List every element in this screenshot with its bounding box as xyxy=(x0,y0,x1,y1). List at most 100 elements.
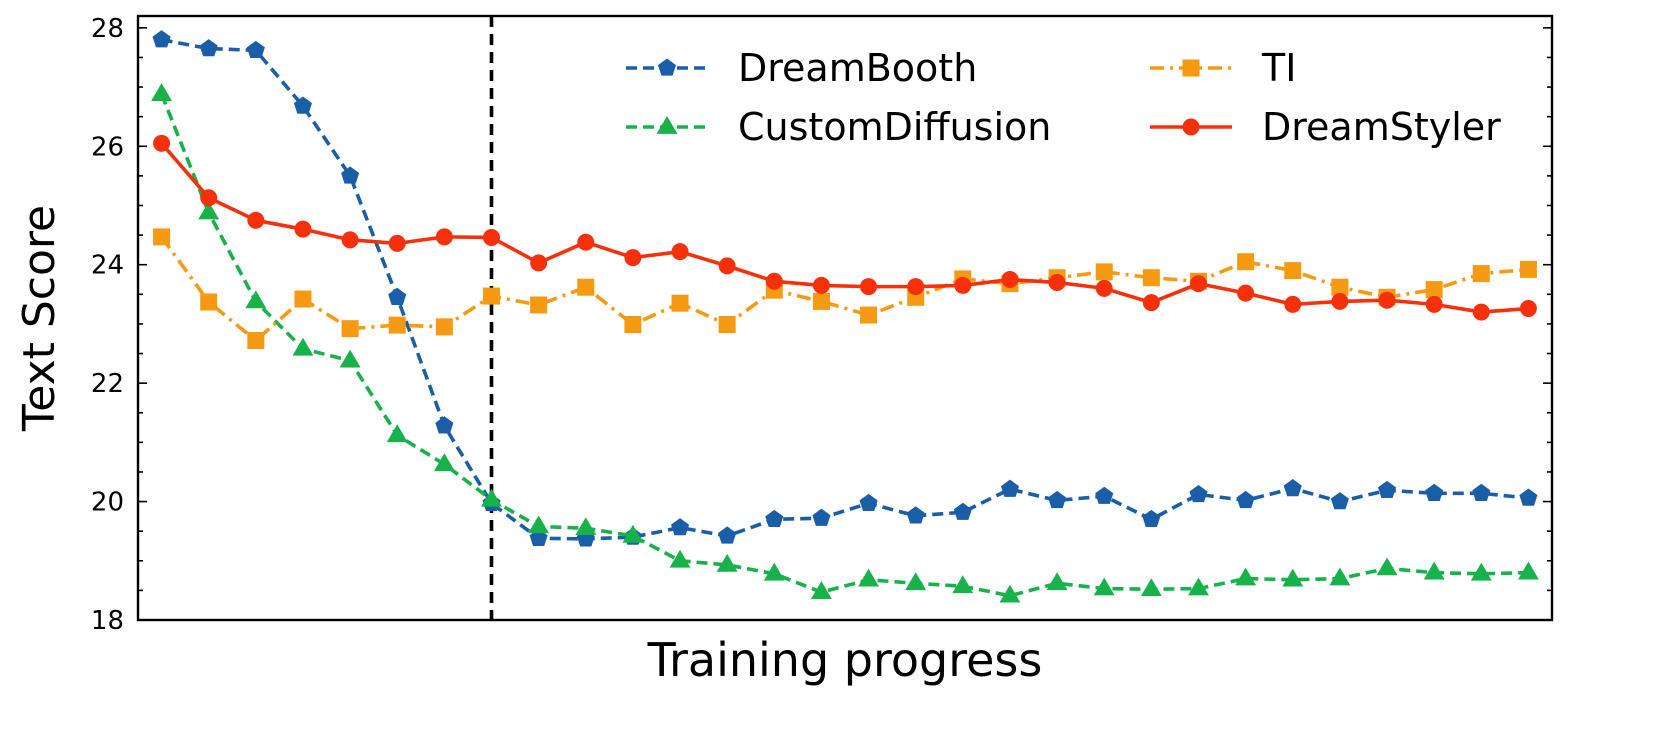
legend-entry-dreambooth: DreamBooth xyxy=(626,46,977,90)
y-tick-label: 20 xyxy=(91,488,124,518)
y-tick-label: 18 xyxy=(91,606,124,636)
data-point-dreamstyler xyxy=(530,254,548,272)
data-point-dreamstyler xyxy=(1425,295,1443,313)
axis-ticks: 18 20 22 24 26 28 xyxy=(91,14,1552,636)
data-point-ti xyxy=(1284,262,1302,280)
data-point-dreamstyler xyxy=(718,257,736,275)
data-point-dreambooth xyxy=(718,526,737,544)
series-line-customdiffusion xyxy=(159,93,1529,598)
data-point-dreamstyler xyxy=(1284,295,1302,313)
data-point-dreamstyler xyxy=(483,228,500,246)
data-point-dreamstyler xyxy=(812,276,830,294)
data-point-ti xyxy=(1331,278,1349,296)
data-point-ti xyxy=(341,320,359,338)
data-point-customdiffusion xyxy=(1376,557,1398,576)
legend-marker xyxy=(1182,118,1200,136)
series-dreamstyler xyxy=(153,134,1537,321)
data-point-ti xyxy=(718,316,736,334)
data-point-dreambooth xyxy=(1519,488,1538,506)
data-point-customdiffusion xyxy=(1517,561,1539,580)
data-point-ti xyxy=(1425,281,1443,299)
data-point-customdiffusion xyxy=(1470,562,1492,581)
data-point-dreamstyler xyxy=(341,231,359,249)
data-point-dreamstyler xyxy=(1472,303,1490,321)
legend-entry-dreamstyler: DreamStyler xyxy=(1150,105,1501,149)
data-point-customdiffusion xyxy=(1329,567,1351,586)
data-point-dreamstyler xyxy=(860,278,878,296)
data-point-dreamstyler xyxy=(1048,273,1066,291)
data-point-dreamstyler xyxy=(671,243,689,261)
data-point-dreambooth xyxy=(812,508,831,526)
series-ti xyxy=(153,228,1537,350)
data-point-customdiffusion xyxy=(386,424,408,443)
data-point-ti xyxy=(483,287,500,305)
data-point-customdiffusion xyxy=(669,549,691,568)
data-point-dreamstyler xyxy=(388,234,406,252)
data-point-dreambooth xyxy=(1236,490,1255,509)
data-point-dreambooth xyxy=(388,287,407,305)
data-point-ti xyxy=(1472,265,1490,283)
data-point-customdiffusion xyxy=(1093,577,1115,596)
data-point-ti xyxy=(294,290,312,308)
data-point-dreamstyler xyxy=(624,249,642,267)
data-point-dreambooth xyxy=(341,166,360,184)
data-point-dreamstyler xyxy=(1142,294,1160,312)
data-point-customdiffusion xyxy=(528,515,550,534)
data-point-ti xyxy=(1095,263,1113,281)
data-point-ti xyxy=(200,293,218,311)
data-point-ti xyxy=(435,318,453,336)
data-point-dreambooth xyxy=(1142,509,1161,528)
data-point-dreambooth xyxy=(859,493,878,512)
data-point-customdiffusion xyxy=(245,290,267,309)
legend-label: CustomDiffusion xyxy=(738,105,1051,149)
legend-marker xyxy=(1182,59,1200,77)
data-point-dreambooth xyxy=(435,416,454,434)
data-point-ti xyxy=(153,228,171,246)
data-point-customdiffusion xyxy=(763,562,785,581)
x-axis-title: Training progress xyxy=(647,633,1043,687)
legend-label: TI xyxy=(1261,46,1296,90)
data-point-customdiffusion xyxy=(292,337,314,356)
data-point-dreambooth xyxy=(1095,486,1114,504)
data-point-dreamstyler xyxy=(1378,291,1396,309)
data-point-customdiffusion xyxy=(905,572,927,591)
data-point-customdiffusion xyxy=(716,553,738,572)
data-point-dreamstyler xyxy=(1331,292,1349,310)
data-point-customdiffusion xyxy=(433,453,455,472)
data-point-ti xyxy=(1142,269,1160,287)
data-point-customdiffusion xyxy=(810,581,832,599)
data-point-dreambooth xyxy=(1048,490,1067,509)
y-axis-title: Text Score xyxy=(14,205,65,432)
data-point-dreamstyler xyxy=(1001,271,1019,289)
data-point-ti xyxy=(247,332,265,350)
data-point-customdiffusion xyxy=(151,83,173,101)
data-point-dreambooth xyxy=(246,40,265,59)
data-point-ti xyxy=(671,294,689,312)
data-point-dreamstyler xyxy=(1095,279,1113,297)
data-point-dreamstyler xyxy=(294,220,312,238)
data-point-dreambooth xyxy=(906,506,925,524)
series-line-ti xyxy=(160,235,1529,343)
data-point-customdiffusion xyxy=(1282,568,1304,587)
data-point-ti xyxy=(812,292,830,310)
data-point-dreamstyler xyxy=(1190,275,1207,293)
data-point-dreambooth xyxy=(1472,483,1491,501)
data-point-dreambooth xyxy=(293,96,313,114)
legend-label: DreamBooth xyxy=(738,46,977,90)
data-point-dreamstyler xyxy=(1237,284,1255,302)
y-tick-label: 26 xyxy=(91,132,124,162)
data-point-dreamstyler xyxy=(247,211,265,229)
data-point-ti xyxy=(388,316,406,334)
legend-entry-ti: TI xyxy=(1150,46,1296,90)
data-point-dreamstyler xyxy=(1519,300,1537,318)
data-point-dreamstyler xyxy=(577,233,595,251)
data-point-ti xyxy=(577,278,595,296)
data-point-customdiffusion xyxy=(1188,577,1209,596)
data-point-dreamstyler xyxy=(907,278,925,296)
data-point-customdiffusion xyxy=(622,524,644,543)
data-point-dreambooth xyxy=(1283,479,1302,497)
data-point-dreambooth xyxy=(152,30,171,48)
plot-frame xyxy=(136,14,1554,622)
